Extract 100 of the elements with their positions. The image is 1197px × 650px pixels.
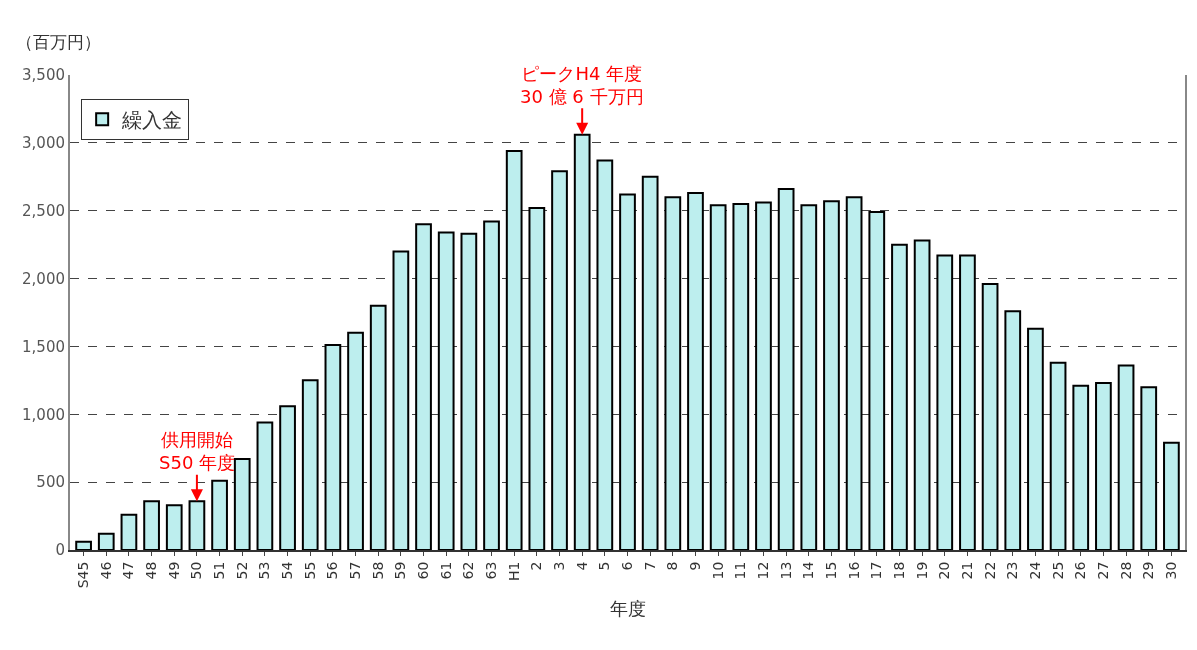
x-tick-label: 12	[755, 561, 772, 580]
x-tick-label: 60	[415, 561, 432, 580]
x-tick-label: 55	[301, 561, 318, 580]
bar	[868, 211, 886, 550]
x-tick-label: 54	[279, 561, 296, 580]
x-tick-label: 48	[143, 561, 160, 580]
x-tick-label: 22	[981, 561, 998, 580]
bar	[913, 239, 931, 550]
x-tick-label: 20	[936, 561, 953, 580]
x-tick-label: 23	[1004, 561, 1021, 580]
x-tick-label: 58	[369, 561, 386, 580]
bar	[97, 532, 115, 550]
legend-label: 繰入金	[121, 108, 183, 133]
x-tick-label: 52	[233, 561, 250, 580]
bar	[1140, 386, 1158, 550]
bar	[845, 196, 863, 550]
bar	[709, 204, 727, 550]
y-tick-label: 3,000	[22, 134, 65, 153]
bar	[256, 421, 274, 550]
bar	[505, 150, 523, 550]
y-tick-label: 1,000	[22, 405, 65, 424]
bar	[392, 250, 410, 550]
annotation: 供用開始 S50 年度	[159, 429, 236, 474]
x-tick-label: 5	[596, 561, 613, 571]
bar	[687, 192, 704, 550]
x-tick-label: 10	[709, 561, 726, 580]
bar	[891, 243, 908, 550]
x-tick-label: 62	[460, 561, 477, 580]
x-tick-label: 8	[664, 561, 681, 571]
bar	[75, 540, 92, 550]
x-tick-label: 16	[845, 561, 862, 580]
bar	[1004, 310, 1022, 550]
x-tick-label: 21	[958, 561, 975, 580]
x-tick-label: 59	[392, 561, 409, 580]
y-tick-label: 500	[36, 473, 65, 492]
x-tick-label: 57	[347, 561, 364, 580]
x-tick-label: H1	[505, 561, 522, 582]
y-tick-label: 0	[55, 541, 65, 560]
bar	[619, 193, 636, 550]
x-tick-label: 50	[188, 561, 205, 580]
x-axis-title: 年度	[609, 597, 646, 619]
y-axis-title: （百万円）	[16, 32, 101, 52]
bar	[936, 254, 954, 550]
x-tick-label: 6	[619, 561, 636, 571]
x-tick-label: 2	[528, 561, 545, 571]
bar	[347, 331, 364, 550]
y-tick-label: 1,500	[22, 337, 65, 356]
bar	[641, 175, 659, 550]
x-tick-label: 53	[256, 561, 273, 580]
bar	[120, 513, 138, 550]
x-tick-label: 11	[732, 561, 749, 580]
x-tick-label: 9	[687, 561, 704, 571]
x-tick-label: 3	[551, 561, 568, 571]
bar	[777, 188, 795, 550]
bar	[369, 304, 387, 550]
bar	[959, 254, 976, 550]
y-tick-label: 2,000	[22, 269, 65, 288]
x-tick-label: 47	[120, 561, 137, 580]
bar	[664, 196, 682, 550]
bar	[800, 204, 818, 550]
bar	[1027, 327, 1044, 550]
bar	[981, 283, 999, 550]
bar	[823, 200, 840, 550]
x-tick-label: 46	[97, 561, 114, 580]
bar	[596, 159, 614, 550]
x-tick-label: 24	[1026, 561, 1043, 580]
bar	[732, 202, 750, 550]
x-tick-label: 15	[823, 561, 840, 580]
bar	[143, 500, 160, 550]
bar	[1095, 382, 1112, 550]
x-tick-label: 4	[573, 561, 590, 571]
x-tick-label: 14	[800, 561, 817, 580]
x-tick-label: 7	[641, 561, 658, 571]
x-tick-label: 18	[891, 561, 907, 580]
bar	[483, 220, 500, 550]
x-tick-label: 63	[483, 561, 500, 580]
bar	[1072, 384, 1090, 550]
bar	[324, 344, 342, 550]
x-tick-label: 28	[1117, 561, 1134, 580]
x-tick-label: 29	[1140, 561, 1157, 580]
x-tick-label: 56	[324, 561, 341, 580]
x-tick-label: 51	[211, 561, 228, 580]
bar	[279, 405, 296, 550]
x-tick-label: 19	[913, 561, 930, 580]
y-tick-label: 2,500	[22, 201, 65, 220]
bar	[165, 504, 183, 550]
bar	[551, 170, 568, 550]
bar	[301, 379, 319, 550]
x-tick-label: 13	[777, 561, 794, 580]
bar	[528, 207, 546, 550]
bar	[233, 458, 251, 550]
x-tick-label: 26	[1072, 561, 1089, 580]
bar	[460, 232, 478, 550]
annotation: ピークH4 年度 30 億 6 千万円	[520, 63, 644, 108]
x-tick-label: 27	[1094, 561, 1111, 580]
x-tick-label: 30	[1162, 561, 1179, 580]
bar	[1049, 361, 1067, 550]
bar	[1163, 441, 1180, 550]
y-tick-label: 3,500	[22, 66, 65, 85]
x-tick-label: 25	[1049, 561, 1066, 580]
